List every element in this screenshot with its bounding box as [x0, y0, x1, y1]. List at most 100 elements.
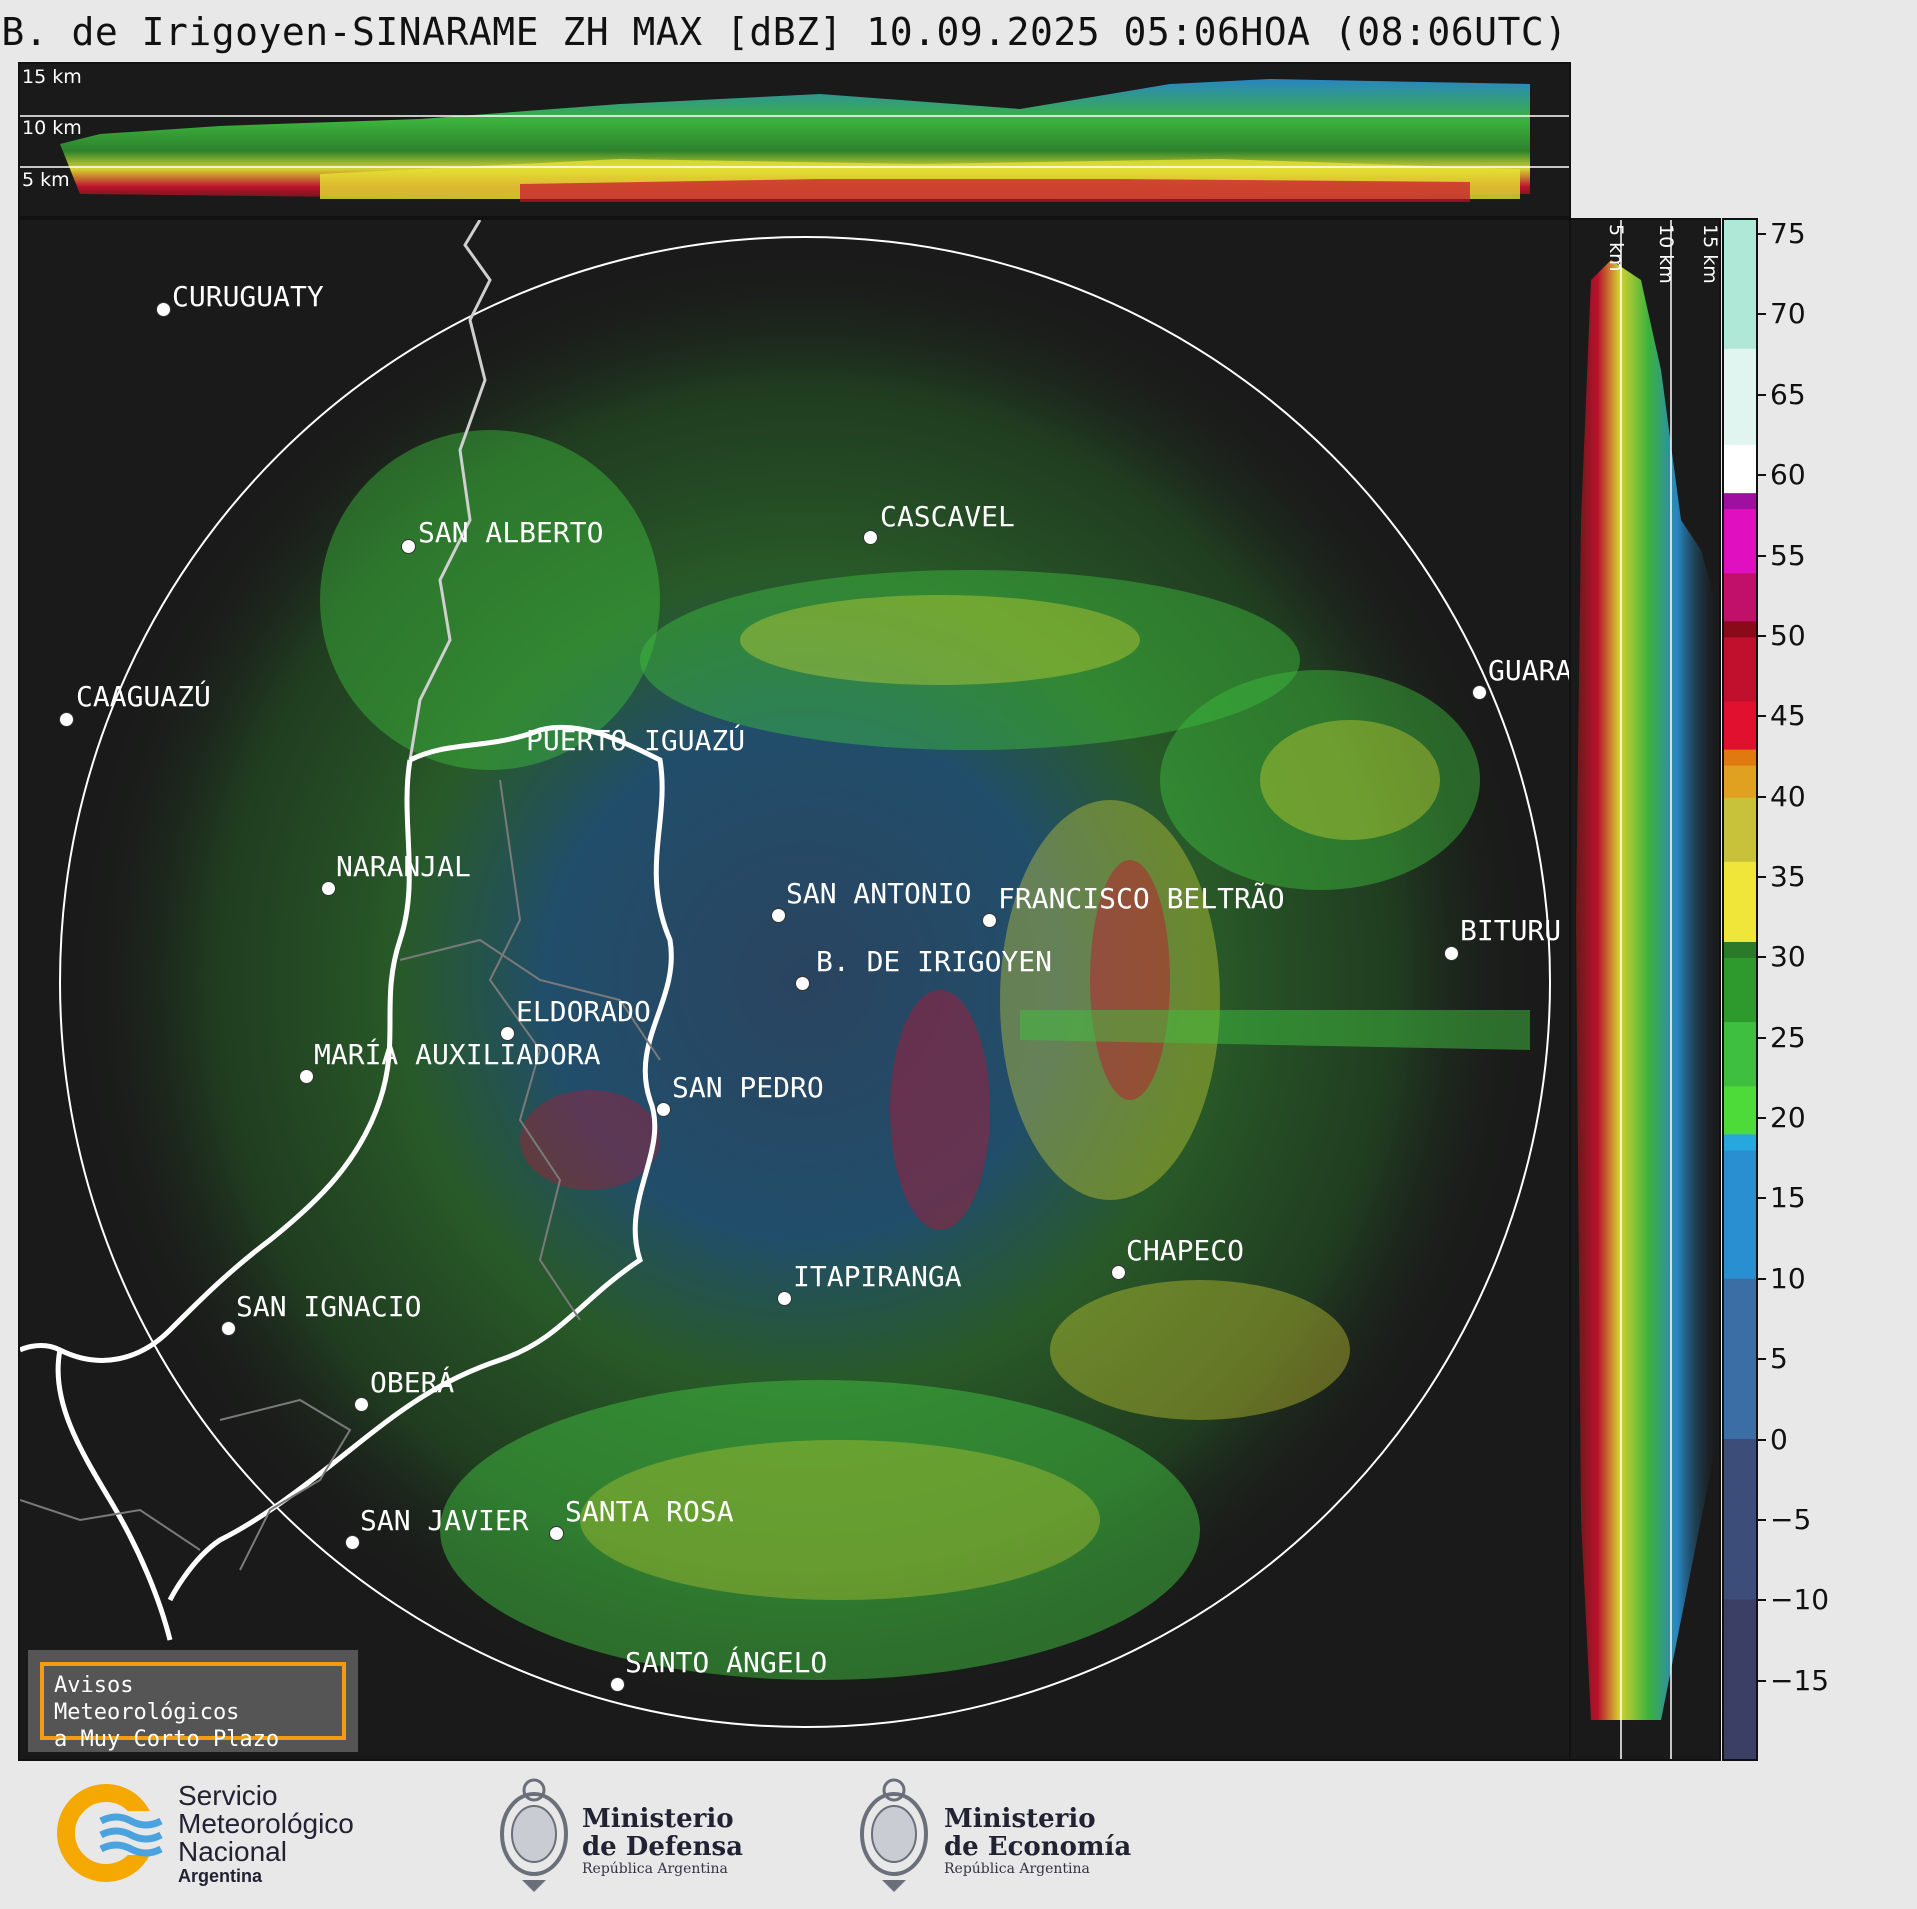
colorbar-tick-label: 0 [1770, 1422, 1788, 1456]
side-profile-echoes [1576, 220, 1719, 1759]
colorbar-tick-label: 75 [1770, 217, 1806, 251]
colorbar-tick-label: 10 [1770, 1261, 1806, 1295]
side-vertical-profile: 5 km 10 km 15 km [1569, 218, 1721, 1761]
colorbar-segment [1724, 1213, 1756, 1231]
colorbar-segment [1724, 620, 1756, 638]
colorbar-tick-label: 30 [1770, 940, 1806, 974]
notice-line-1: Avisos Meteorológicos [54, 1673, 240, 1725]
colorbar-segment [1724, 1614, 1756, 1632]
colorbar-segment [1724, 1053, 1756, 1071]
colorbar-segment [1724, 1406, 1756, 1423]
seal-icon [500, 1778, 568, 1892]
colorbar-segment [1724, 476, 1756, 494]
altitude-label-5km: 5 km [22, 169, 70, 191]
colorbar-segment [1724, 380, 1756, 397]
smn-line-4: Argentina [178, 1866, 263, 1886]
defensa-seal [494, 1772, 574, 1898]
city-label-san-ignacio: SAN IGNACIO [236, 1290, 422, 1323]
city-label-obera: OBERÁ [370, 1366, 455, 1399]
city-label-francisco-beltrao: FRANCISCO BELTRÃO [998, 882, 1285, 915]
colorbar-segment [1724, 1390, 1756, 1407]
colorbar-segment [1724, 716, 1756, 734]
defensa-line-2: de Defensa [582, 1832, 743, 1862]
page-title: B. de Irigoyen-SINARAME ZH MAX [dBZ] 10.… [1, 10, 1568, 54]
colorbar-segment [1724, 1550, 1756, 1568]
colorbar-segment [1724, 524, 1756, 542]
radar-map[interactable]: CURUGUATY SAN ALBERTO CASCAVEL CAAGUAZÚ … [18, 218, 1571, 1761]
colorbar-segment [1724, 508, 1756, 526]
colorbar-segment [1724, 1101, 1756, 1119]
city-label-itapiranga: ITAPIRANGA [793, 1260, 962, 1293]
colorbar-tick [1758, 554, 1766, 557]
city-marker-francisco-beltrao [982, 913, 997, 928]
colorbar-segment [1724, 1037, 1756, 1055]
city-label-santa-rosa: SANTA ROSA [565, 1495, 734, 1528]
colorbar-segment [1724, 1518, 1756, 1536]
colorbar-segment [1724, 1197, 1756, 1215]
colorbar-segment [1724, 1582, 1756, 1600]
city-marker-santa-rosa [549, 1526, 564, 1541]
colorbar-tick [1758, 1358, 1766, 1361]
colorbar-tick-label: 50 [1770, 618, 1806, 652]
city-marker-bituru [1444, 946, 1459, 961]
colorbar-tick-label: 20 [1770, 1101, 1806, 1135]
city-label-san-pedro: SAN PEDRO [672, 1071, 824, 1104]
colorbar-tick [1758, 875, 1766, 878]
side-altitude-label-15km: 15 km [1699, 224, 1721, 284]
smn-line-2: Meteorológico [178, 1808, 354, 1839]
colorbar-segment [1724, 1630, 1756, 1648]
colorbar-tick-label: 70 [1770, 297, 1806, 331]
colorbar-segment [1724, 1470, 1756, 1488]
colorbar-segment [1724, 797, 1756, 814]
colorbar-segment [1724, 604, 1756, 622]
economia-seal [854, 1772, 934, 1898]
colorbar-segment [1724, 364, 1756, 381]
colorbar-segment [1724, 957, 1756, 975]
economia-line-1: Ministerio [944, 1804, 1096, 1834]
colorbar-tick [1758, 393, 1766, 396]
colorbar-tick-label: −10 [1770, 1583, 1830, 1617]
warnings-notice-box[interactable]: Avisos Meteorológicos a Muy Corto Plazo [28, 1650, 358, 1752]
economia-line-2: de Economía [944, 1832, 1132, 1862]
colorbar-segment [1724, 444, 1756, 462]
colorbar-segment [1724, 268, 1756, 285]
colorbar-segment [1724, 492, 1756, 510]
colorbar-segment [1724, 733, 1756, 750]
colorbar-segment [1724, 861, 1756, 878]
colorbar-tick [1758, 1036, 1766, 1039]
city-marker-santo-angelo [610, 1677, 625, 1692]
colorbar-tick [1758, 795, 1766, 798]
colorbar-tick-label: 35 [1770, 859, 1806, 893]
colorbar-segment [1724, 1069, 1756, 1087]
colorbar-segment [1724, 252, 1756, 269]
colorbar-segment [1724, 300, 1756, 317]
colorbar-segment [1724, 348, 1756, 365]
city-label-puerto-iguazu: PUERTO IGUAZÚ [526, 724, 746, 757]
city-marker-san-javier [345, 1535, 360, 1550]
colorbar-segment [1724, 1454, 1756, 1472]
city-marker-san-ignacio [221, 1321, 236, 1336]
colorbar-tick [1758, 233, 1766, 236]
colorbar-segment [1724, 556, 1756, 574]
colorbar-segment [1724, 1646, 1756, 1664]
city-label-eldorado: ELDORADO [516, 995, 651, 1028]
city-label-san-javier: SAN JAVIER [360, 1504, 529, 1537]
colorbar-segment [1724, 652, 1756, 670]
colorbar-tick [1758, 1679, 1766, 1682]
smn-logo-text: Servicio Meteorológico Nacional Argentin… [178, 1780, 354, 1887]
city-label-san-alberto: SAN ALBERTO [418, 516, 604, 549]
colorbar-tick [1758, 1117, 1766, 1120]
economia-text: Ministerio de Economía República Argenti… [944, 1805, 1131, 1877]
city-label-maria-auxiliadora: MARÍA AUXILIADORA [314, 1038, 601, 1071]
colorbar-segment [1724, 332, 1756, 349]
colorbar-segment [1724, 1246, 1756, 1263]
seal-icon [860, 1778, 928, 1892]
smn-line-1: Servicio [178, 1780, 278, 1811]
city-marker-obera [354, 1397, 369, 1412]
defensa-sub: República Argentina [582, 1861, 728, 1877]
city-marker-eldorado [500, 1026, 515, 1041]
colorbar-segment [1724, 1502, 1756, 1520]
colorbar-segment [1724, 1726, 1756, 1744]
colorbar-segment [1724, 1566, 1756, 1584]
city-marker-chapeco [1111, 1265, 1126, 1280]
